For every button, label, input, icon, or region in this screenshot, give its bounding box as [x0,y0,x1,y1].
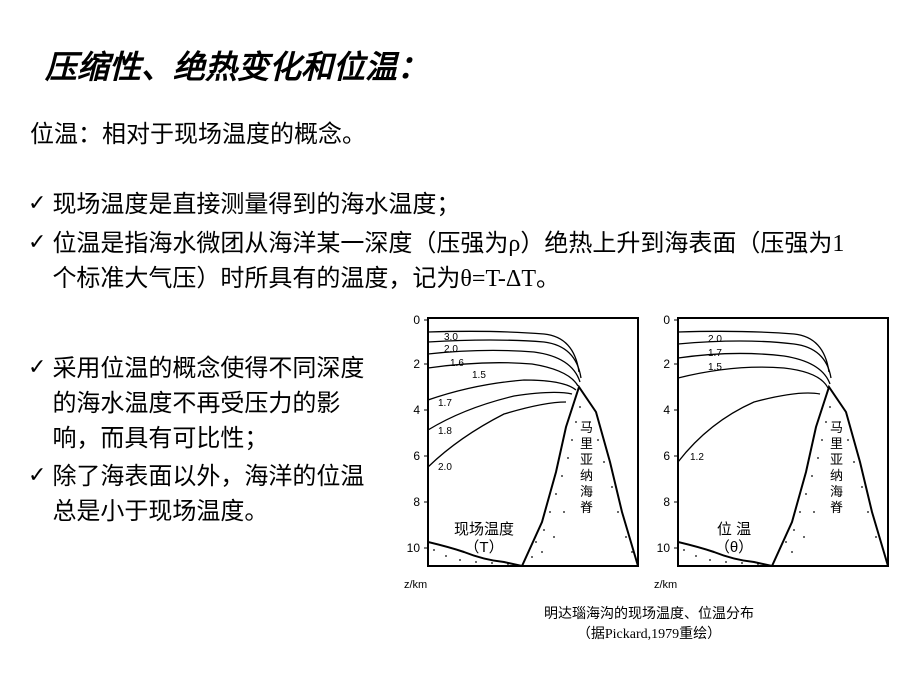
ridge-char: 脊 [830,500,843,515]
ytick: 6 [663,449,670,463]
ytick: 8 [413,495,420,509]
contour-label: 1.5 [708,362,722,373]
ridge-char: 海 [830,484,843,499]
ridge-char: 纳 [830,468,843,483]
panel-right: 0 2 4 6 8 10 [654,312,894,591]
bullet-item: ✓ 除了海表面以外，海洋的位温总是小于现场温度。 [28,460,388,530]
caption-line: 明达瑙海沟的现场温度、位温分布 [404,605,894,625]
panel-label: 位 温 [717,521,751,538]
ytick: 2 [413,357,420,371]
ridge-char: 海 [580,484,593,499]
x-axis-label: z/km [404,579,644,591]
bullet-text: 采用位温的概念使得不同深度的海水温度不再受压力的影响，而具有可比性； [52,352,388,456]
ytick: 4 [413,403,420,417]
ridge-char: 里 [830,436,843,451]
check-icon: ✓ [28,227,46,258]
bullet-text: 现场温度是直接测量得到的海水温度； [52,188,460,223]
ridge-char: 脊 [580,500,593,515]
check-icon: ✓ [28,352,46,383]
ridge-char: 亚 [580,452,593,467]
caption-line: （据Pickard,1979重绘） [404,625,894,645]
subtitle: 位温：相对于现场温度的概念。 [30,114,366,149]
bullet-item: ✓ 位温是指海水微团从海洋某一深度（压强为ρ）绝热上升到海表面（压强为1个标准大… [28,227,868,297]
panel-label: （θ） [715,539,753,556]
contour-label: 2.0 [708,334,722,345]
ridge-char: 亚 [830,452,843,467]
panel-label: （T） [464,539,503,556]
ytick: 10 [407,541,421,555]
ridge-char: 里 [580,436,593,451]
ytick: 10 [657,541,671,555]
ridge-char: 马 [830,420,843,435]
x-axis-label: z/km [654,579,894,591]
ytick: 4 [663,403,670,417]
contour-label: 1.6 [450,358,464,369]
contour-label: 1.7 [708,348,722,359]
check-icon: ✓ [28,188,46,219]
figure: 0 2 4 6 8 10 [404,312,894,644]
bullet-text: 位温是指海水微团从海洋某一深度（压强为ρ）绝热上升到海表面（压强为1个标准大气压… [52,227,868,297]
ytick: 8 [663,495,670,509]
ridge-char: 马 [580,420,593,435]
page-title: 压缩性、绝热变化和位温： [45,42,429,88]
panel-left: 0 2 4 6 8 10 [404,312,644,591]
contour-label: 2.0 [438,462,452,473]
ridge-char: 纳 [580,468,593,483]
panel-label: 现场温度 [454,521,514,538]
contour-label: 1.5 [472,370,486,381]
bullet-list-side: ✓ 采用位温的概念使得不同深度的海水温度不再受压力的影响，而具有可比性； ✓ 除… [28,352,388,534]
ytick: 2 [663,357,670,371]
ytick: 0 [663,313,670,327]
bullet-item: ✓ 现场温度是直接测量得到的海水温度； [28,188,868,223]
contour-label: 1.2 [690,452,704,463]
ytick: 6 [413,449,420,463]
figure-caption: 明达瑙海沟的现场温度、位温分布 （据Pickard,1979重绘） [404,605,894,644]
bullet-text: 除了海表面以外，海洋的位温总是小于现场温度。 [52,460,388,530]
bullet-item: ✓ 采用位温的概念使得不同深度的海水温度不再受压力的影响，而具有可比性； [28,352,388,456]
contour-label: 2.0 [444,344,458,355]
chart-right: 0 2 4 6 8 10 [654,312,894,572]
chart-left: 0 2 4 6 8 10 [404,312,644,572]
contour-label: 1.8 [438,426,452,437]
check-icon: ✓ [28,460,46,491]
bullet-list-top: ✓ 现场温度是直接测量得到的海水温度； ✓ 位温是指海水微团从海洋某一深度（压强… [28,188,868,300]
contour-label: 3.0 [444,332,458,343]
ytick: 0 [413,313,420,327]
contour-label: 1.7 [438,398,452,409]
